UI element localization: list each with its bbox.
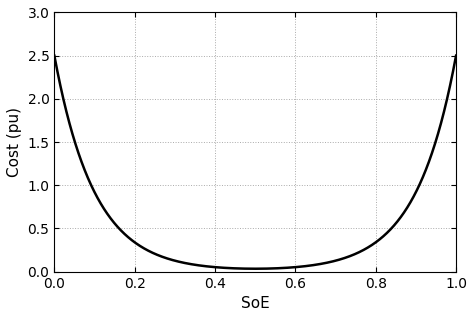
- X-axis label: SoE: SoE: [241, 296, 270, 311]
- Y-axis label: Cost (pu): Cost (pu): [7, 107, 22, 177]
